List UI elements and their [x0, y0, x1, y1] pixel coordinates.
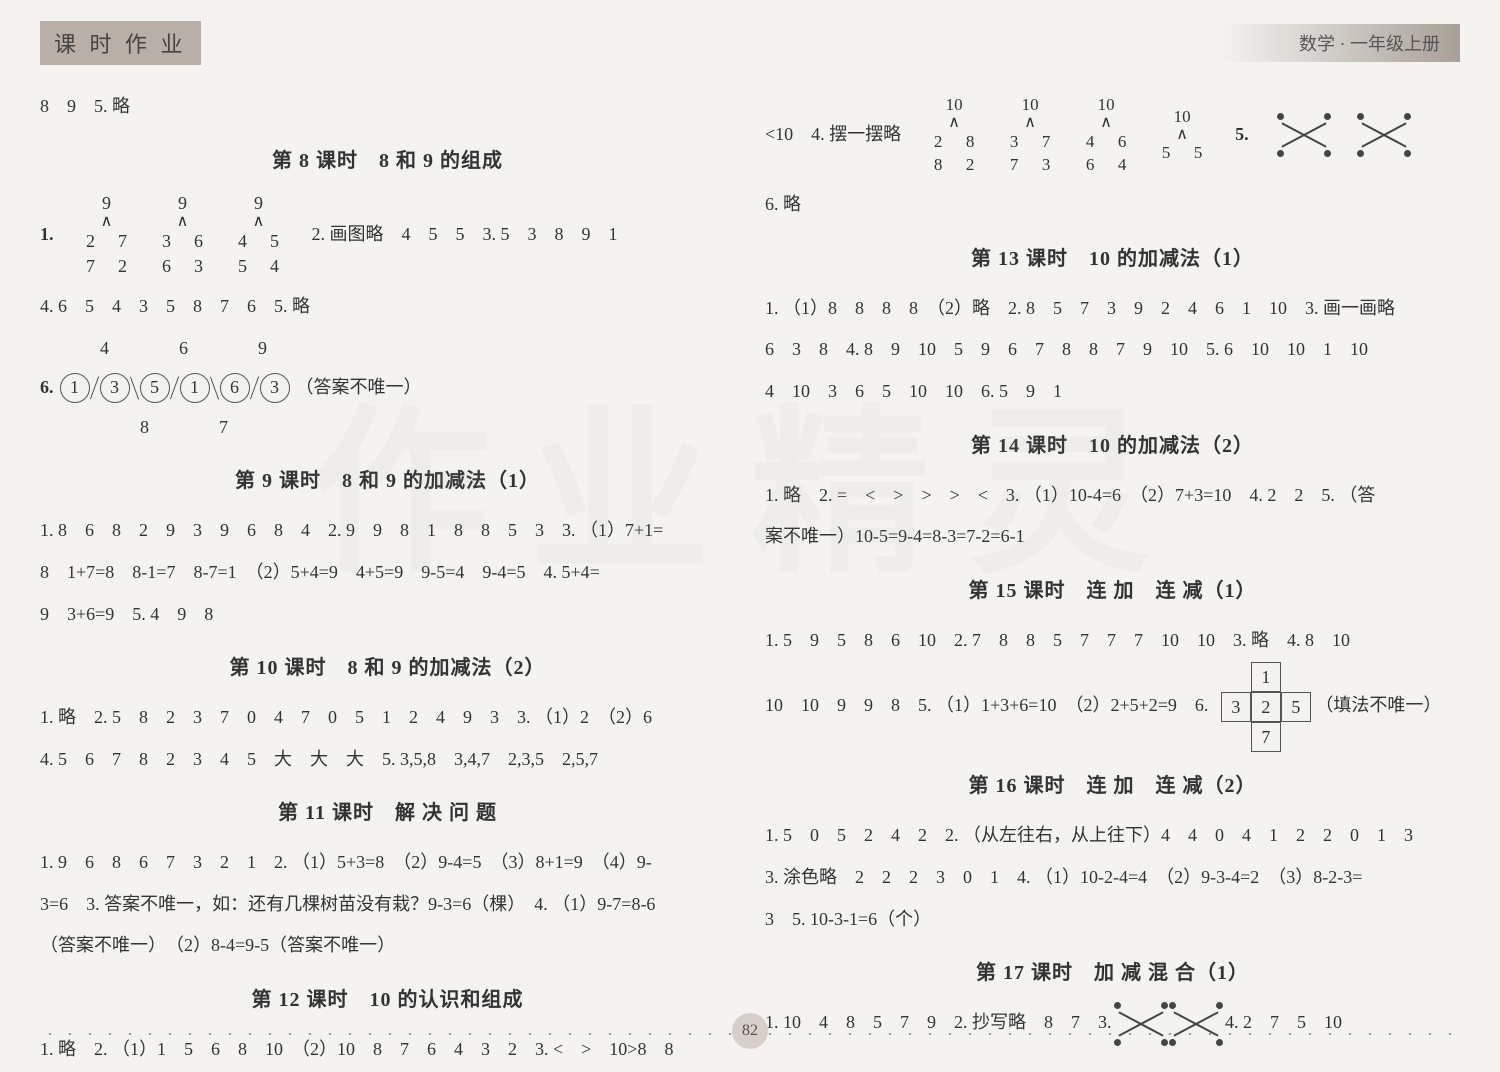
sec11-l1: 1. 9 6 8 6 7 3 2 1 2. （1）5+3=8 （2）9-4=5 … — [40, 843, 735, 883]
sec9-l1: 1. 8 6 8 2 9 3 9 6 8 4 2. 9 9 8 1 8 8 5 … — [40, 511, 735, 551]
link-icon — [129, 376, 139, 399]
sec8-q2: 2. 画图略 4 5 5 3. 5 3 8 9 1 — [312, 215, 618, 255]
sec16-l1: 1. 5 0 5 2 4 2 2. （从左往右，从上往下）4 4 0 4 1 2… — [765, 816, 1460, 856]
sec14-title: 第 14 课时 10 的加减法（2） — [765, 424, 1460, 468]
caret-icon: ∧ — [253, 216, 265, 229]
sec13-l3: 4 10 3 6 5 10 10 6. 5 9 1 — [765, 372, 1460, 412]
sec17-title: 第 17 课时 加 减 混 合（1） — [765, 951, 1460, 995]
sec9-l3: 9 3+6=9 5. 4 9 8 — [40, 595, 735, 635]
header-right-label: 数学 · 一年级上册 — [1219, 24, 1460, 62]
content-columns: 8 9 5. 略 第 8 课时 8 和 9 的组成 1. 9 ∧ 27 72 9… — [0, 85, 1500, 1072]
link-icon — [249, 376, 259, 399]
sec17-l1: 1. 10 4 8 5 7 9 2. 抄写略 8 7 3. 4. 2 7 5 1… — [765, 1003, 1460, 1044]
page-number: 82 — [732, 1013, 768, 1049]
sec15-l1: 1. 5 9 5 8 6 10 2. 7 8 8 5 7 7 7 10 10 3… — [765, 621, 1460, 661]
tree-9-2-7: 9 ∧ 27 72 — [84, 191, 130, 279]
right-pre-q6: 6. 略 — [765, 185, 1460, 225]
right-pre-row: <10 4. 摆一摆略 10 ∧ 28 82 10 ∧ 37 73 10 ∧ 4… — [765, 93, 1460, 177]
cross-match-icon — [1116, 1004, 1166, 1044]
q5-label: 5. — [1235, 115, 1249, 155]
link-icon — [169, 376, 179, 399]
right-pre-prefix: <10 4. 摆一摆略 — [765, 115, 901, 155]
cross-match-icon — [1171, 1004, 1221, 1044]
cross-match-icon — [1359, 115, 1409, 155]
sec11-l2: 3=6 3. 答案不唯一，如：还有几棵树苗没有栽？9-3=6（棵） 4. （1）… — [40, 885, 735, 925]
circle-3b: 3 — [260, 373, 290, 403]
sec15-l2: 10 10 9 9 8 5. （1）1+3+6=10 （2）2+5+2=9 6.… — [765, 662, 1460, 752]
cross-match-icon — [1279, 115, 1329, 155]
sec8-q6-zigzag: 4 6 9 6. 1 3 5 1 6 3 （答案不唯一） 8 — [40, 329, 735, 448]
page-header: 课 时 作 业 数学 · 一年级上册 — [0, 0, 1500, 85]
left-column: 8 9 5. 略 第 8 课时 8 和 9 的组成 1. 9 ∧ 27 72 9… — [40, 85, 735, 1072]
sec10-l1: 1. 略 2. 5 8 2 3 7 0 4 7 0 5 1 2 4 9 3 3.… — [40, 698, 735, 738]
sec12-title: 第 12 课时 10 的认识和组成 — [40, 978, 735, 1022]
sec9-l2: 8 1+7=8 8-1=7 8-7=1 （2）5+4=9 4+5=9 9-5=4… — [40, 553, 735, 593]
link-icon — [89, 376, 99, 399]
tree-10-4-6: 10 ∧ 46 64 — [1083, 93, 1129, 177]
sec8-q4: 4. 6 5 4 3 5 8 7 6 5. 略 — [40, 287, 735, 327]
cross-grid: 1 325 7 — [1221, 662, 1311, 752]
sec14-l2: 案不唯一）10-5=9-4=8-3=7-2=6-1 — [765, 517, 1460, 557]
sec8-title: 第 8 课时 8 和 9 的组成 — [40, 139, 735, 183]
sec10-title: 第 10 课时 8 和 9 的加减法（2） — [40, 646, 735, 690]
sec10-l2: 4. 5 6 7 8 2 3 4 5 大 大 大 5. 3,5,8 3,4,7 … — [40, 740, 735, 780]
caret-icon: ∧ — [177, 216, 189, 229]
circle-3: 3 — [100, 373, 130, 403]
sec15-title: 第 15 课时 连 加 连 减（1） — [765, 569, 1460, 613]
tree-10-3-7: 10 ∧ 37 73 — [1007, 93, 1053, 177]
sec13-l2: 6 3 8 4. 8 9 10 5 9 6 7 8 8 7 9 10 5. 6 … — [765, 330, 1460, 370]
sec13-l1: 1. （1）8 8 8 8 （2）略 2. 8 5 7 3 9 2 4 6 1 … — [765, 289, 1460, 329]
caret-icon: ∧ — [1100, 117, 1112, 130]
tree-9-3-6: 9 ∧ 36 63 — [160, 191, 206, 279]
left-pre: 8 9 5. 略 — [40, 87, 735, 127]
caret-icon: ∧ — [948, 117, 960, 130]
circle-6: 6 — [220, 373, 250, 403]
sec13-title: 第 13 课时 10 的加减法（1） — [765, 237, 1460, 281]
sec11-title: 第 11 课时 解 决 问 题 — [40, 791, 735, 835]
sec9-title: 第 9 课时 8 和 9 的加减法（1） — [40, 459, 735, 503]
tree-10-5-5: 10 ∧ 55 — [1159, 105, 1205, 165]
caret-icon: ∧ — [1024, 117, 1036, 130]
sec16-l3: 3 5. 10-3-1=6（个） — [765, 900, 1460, 940]
sec14-l1: 1. 略 2. = < > > > < 3. （1）10-4=6 （2）7+3=… — [765, 476, 1460, 516]
sec16-l2: 3. 涂色略 2 2 2 3 0 1 4. （1）10-2-4=4 （2）9-3… — [765, 858, 1460, 898]
sec11-l3: （答案不唯一） （2）8-4=9-5（答案不唯一） — [40, 926, 735, 966]
sec12-l1: 1. 略 2. （1）1 5 6 8 10 （2）10 8 7 6 4 3 2 … — [40, 1030, 735, 1070]
circle-1: 1 — [60, 373, 90, 403]
sec16-title: 第 16 课时 连 加 连 减（2） — [765, 764, 1460, 808]
right-column: <10 4. 摆一摆略 10 ∧ 28 82 10 ∧ 37 73 10 ∧ 4… — [765, 85, 1460, 1072]
q1-label: 1. — [40, 215, 54, 255]
caret-icon: ∧ — [1176, 129, 1188, 142]
header-left-label: 课 时 作 业 — [40, 21, 201, 65]
tree-10-2-8: 10 ∧ 28 82 — [931, 93, 977, 177]
circle-1b: 1 — [180, 373, 210, 403]
link-icon — [209, 376, 219, 399]
caret-icon: ∧ — [101, 216, 113, 229]
tree-9-4-5: 9 ∧ 45 54 — [236, 191, 282, 279]
sec8-q1-trees: 1. 9 ∧ 27 72 9 ∧ 36 63 9 ∧ 45 54 2. 画图略 … — [40, 191, 735, 279]
circle-5: 5 — [140, 373, 170, 403]
